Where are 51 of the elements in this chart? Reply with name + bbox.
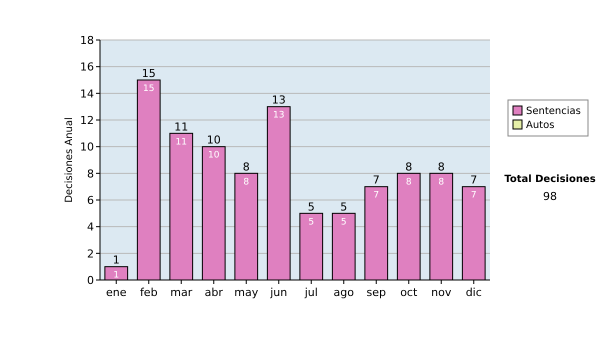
x-tick-label: ene: [106, 286, 127, 299]
x-tick-label: may: [234, 286, 259, 299]
y-tick-label: 8: [87, 167, 94, 180]
data-label: 5: [308, 217, 314, 228]
data-label: 8: [438, 177, 444, 188]
y-tick-label: 14: [80, 87, 94, 100]
y-tick-label: 0: [87, 274, 94, 287]
data-label: 1: [113, 270, 120, 281]
total-label: 13: [272, 94, 286, 107]
legend-label: Sentencias: [526, 106, 581, 117]
data-label: 8: [406, 177, 412, 188]
y-tick-label: 12: [80, 114, 94, 127]
data-label: 15: [143, 84, 154, 94]
data-label: 11: [176, 137, 187, 148]
y-tick-label: 16: [80, 60, 94, 74]
y-tick-label: 10: [80, 140, 94, 154]
y-tick-label: 18: [80, 34, 94, 47]
total-label: 11: [174, 120, 188, 134]
x-tick-label: nov: [431, 286, 452, 299]
total-label: 8: [242, 160, 250, 174]
x-tick-label: jun: [269, 286, 288, 299]
total-label: 15: [142, 67, 156, 80]
total-label: 8: [405, 160, 412, 174]
data-label: 13: [273, 110, 284, 121]
total-label: 7: [372, 174, 380, 187]
text: 98: [543, 190, 557, 203]
x-tick-label: oct: [400, 286, 418, 299]
data-label: 7: [470, 190, 477, 201]
legend-label: Autos: [526, 120, 554, 131]
x-tick-label: dic: [466, 286, 482, 299]
data-label: 7: [373, 190, 380, 201]
total-label: 8: [438, 160, 445, 174]
x-tick-label: ago: [334, 286, 354, 299]
x-tick-label: abr: [204, 286, 224, 299]
x-tick-label: sep: [366, 286, 386, 299]
total-label: 5: [308, 200, 315, 214]
total-label: 7: [470, 174, 478, 187]
x-tick-label: mar: [170, 286, 193, 299]
x-tick-label: feb: [140, 286, 158, 299]
y-axis-title: Decisiones Anual: [64, 117, 75, 203]
y-tick-label: 4: [87, 220, 94, 234]
data-label: 8: [243, 177, 250, 188]
total-label: 5: [340, 200, 348, 214]
y-tick-label: 6: [87, 194, 94, 207]
total-label: 1: [112, 254, 120, 267]
data-label: 5: [340, 217, 347, 228]
text: Total Decisiones: [504, 174, 596, 185]
y-tick-label: 2: [87, 247, 94, 260]
total-label: 10: [206, 134, 221, 147]
data-label: 10: [208, 150, 220, 161]
x-tick-label: jul: [304, 286, 318, 299]
